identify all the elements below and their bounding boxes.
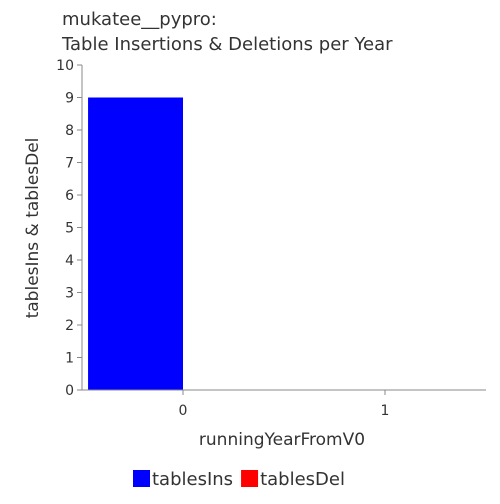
- chart-title-line-1: mukatee__pypro:: [62, 9, 217, 30]
- y-tick-label: 6: [65, 188, 74, 204]
- legend-label-tablesIns: tablesIns: [152, 469, 233, 490]
- legend: tablesIns tablesDel: [133, 469, 345, 490]
- y-axis-label: tablesIns & tablesDel: [23, 138, 43, 319]
- legend-swatch-tablesIns: [133, 470, 150, 487]
- legend-label-tablesDel: tablesDel: [260, 469, 345, 490]
- y-tick-label: 0: [65, 383, 74, 399]
- y-tick-label: 10: [56, 58, 74, 74]
- y-tick-label: 8: [65, 123, 74, 139]
- bar-tablesIns-0: [88, 97, 183, 390]
- x-tick-label: 0: [179, 403, 188, 419]
- x-axis-label: runningYearFromV0: [199, 430, 365, 450]
- y-tick-label: 4: [65, 253, 74, 269]
- y-tick-label: 5: [65, 221, 74, 237]
- plot-area: 0 1 2 3 4 5 6 7 8 9 10 0 1: [56, 58, 486, 419]
- y-tick-label: 1: [65, 351, 74, 367]
- chart-title-line-2: Table Insertions & Deletions per Year: [61, 34, 393, 55]
- x-tick-label: 1: [381, 403, 390, 419]
- y-tick-label: 7: [65, 156, 74, 172]
- y-tick-label: 2: [65, 318, 74, 334]
- legend-swatch-tablesDel: [241, 470, 259, 487]
- y-tick-label: 3: [65, 286, 74, 302]
- y-tick-label: 9: [65, 91, 74, 107]
